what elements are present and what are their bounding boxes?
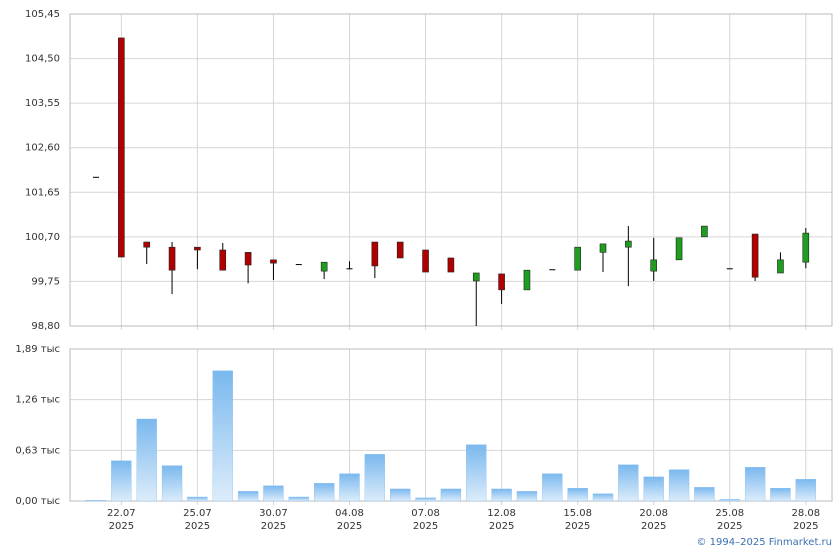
volume-bar — [668, 469, 690, 502]
y-tick-label: 0,63 тыс — [15, 445, 60, 456]
volume-bar — [516, 491, 538, 502]
candle-body — [625, 240, 632, 248]
plot-frame — [69, 348, 833, 502]
candle-body — [523, 269, 531, 291]
candle-body — [244, 252, 252, 266]
x-tick-label: 28.08 2025 — [791, 508, 820, 532]
y-tick-label: 100,70 — [25, 232, 60, 243]
volume-bar — [136, 418, 157, 502]
y-tick-label: 1,26 тыс — [15, 395, 60, 406]
volume-bar — [288, 496, 309, 502]
candle-body — [574, 246, 581, 271]
candle-body — [472, 272, 480, 282]
candle-body — [270, 259, 277, 264]
volume-bar — [770, 487, 791, 502]
candle-body — [422, 249, 429, 273]
volume-bar — [85, 500, 107, 502]
candle-body — [396, 241, 404, 259]
volume-bar — [390, 488, 411, 502]
candle-body — [802, 232, 810, 263]
volume-bar — [339, 473, 360, 502]
candle-body — [194, 246, 201, 251]
candle-body — [143, 241, 150, 248]
volume-bar — [491, 488, 512, 502]
volume-bar — [694, 487, 715, 502]
candle-body — [751, 233, 759, 278]
candle-body — [93, 176, 99, 178]
y-tick-label: 105,45 — [25, 9, 60, 20]
candle-body — [777, 259, 784, 274]
plot-frame — [69, 13, 833, 327]
y-tick-label: 101,65 — [25, 187, 60, 198]
candle-body — [371, 241, 379, 267]
candle-body — [219, 249, 227, 271]
volume-bar — [567, 487, 588, 502]
x-tick-label: 25.08 2025 — [715, 508, 744, 532]
volume-bar — [237, 491, 259, 502]
candle-body — [726, 268, 733, 270]
y-tick-label: 1,89 тыс — [15, 344, 60, 355]
y-tick-label: 103,55 — [25, 98, 60, 109]
candle-body — [650, 259, 658, 272]
volume-bar — [643, 476, 664, 502]
candle-body — [346, 268, 353, 270]
volume-bar — [618, 464, 639, 502]
volume-bar — [592, 493, 614, 502]
volume-bar — [719, 499, 740, 502]
volume-bar — [795, 479, 816, 502]
x-tick-label: 12.08 2025 — [487, 508, 516, 532]
volume-bar — [440, 488, 462, 502]
candle-body — [701, 225, 708, 238]
volume-bar — [364, 454, 386, 502]
candle-body — [675, 237, 683, 261]
candle-body — [447, 257, 455, 273]
y-tick-label: 99,75 — [31, 276, 60, 287]
candle-body — [118, 37, 125, 258]
volume-bar — [313, 483, 335, 502]
volume-bar — [542, 473, 563, 502]
x-tick-label: 07.08 2025 — [411, 508, 440, 532]
volume-bar — [466, 444, 487, 502]
volume-bar — [187, 496, 208, 502]
volume-bar — [111, 460, 132, 502]
x-tick-label: 25.07 2025 — [183, 508, 212, 532]
volume-bar — [744, 467, 766, 502]
candle-body — [295, 264, 302, 266]
x-tick-label: 20.08 2025 — [639, 508, 668, 532]
y-tick-label: 104,50 — [25, 54, 60, 65]
x-tick-label: 22.07 2025 — [107, 508, 136, 532]
y-tick-label: 102,60 — [25, 143, 60, 154]
candle-body — [320, 261, 328, 272]
x-tick-label: 15.08 2025 — [563, 508, 592, 532]
volume-bar — [161, 465, 183, 502]
volume-bar — [212, 370, 233, 502]
volume-bar — [263, 485, 284, 502]
candle-body — [168, 246, 176, 271]
x-tick-label: 30.07 2025 — [259, 508, 288, 532]
x-tick-label: 04.08 2025 — [335, 508, 364, 532]
candle-body — [549, 269, 556, 271]
volume-bar — [415, 497, 436, 502]
y-tick-label: 98,80 — [31, 321, 60, 332]
credit: © 1994–2025 Finmarket.ru — [696, 537, 832, 548]
y-tick-label: 0,00 тыс — [15, 496, 60, 507]
candle-body — [498, 273, 505, 291]
candle-body — [599, 243, 607, 253]
